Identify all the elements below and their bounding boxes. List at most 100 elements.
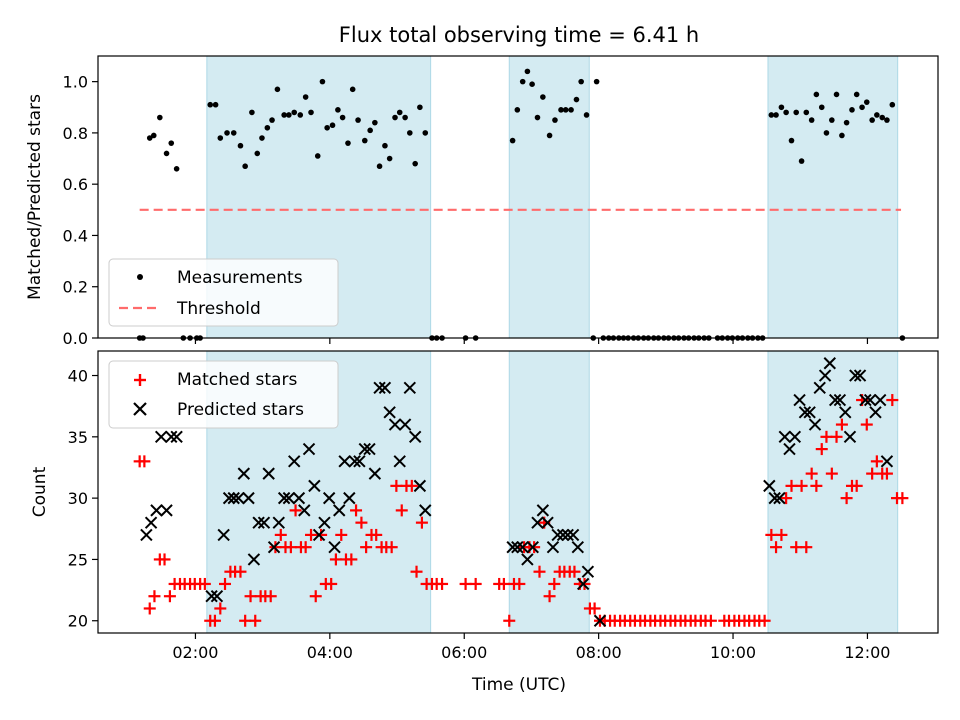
measurement-point (173, 166, 180, 172)
matched-point (143, 602, 156, 615)
measurement-point (146, 135, 153, 141)
measurement-point (339, 114, 346, 121)
matched-point (329, 553, 342, 566)
measurement-point (879, 114, 886, 121)
predicted-point (292, 491, 306, 505)
matched-point (810, 479, 823, 492)
matched-point (880, 467, 893, 480)
matched-point (835, 418, 848, 431)
predicted-point (403, 381, 417, 394)
matched-point (588, 602, 601, 615)
measurement-point (783, 109, 789, 116)
matched-point (770, 541, 783, 554)
measurement-point (412, 160, 418, 167)
measurement-point (552, 117, 558, 123)
measurement-point (224, 130, 230, 136)
matched-point (410, 565, 423, 578)
predicted-point (880, 455, 894, 468)
observing-band-2 (767, 350, 899, 634)
predicted-point (398, 418, 412, 431)
matched-point (234, 565, 247, 578)
matched-point (795, 479, 808, 492)
predicted-point (798, 406, 812, 419)
predicted-point (242, 491, 255, 505)
predicted-point (408, 430, 422, 444)
observing-band-2 (767, 55, 899, 339)
measurement-point (593, 78, 600, 85)
matched-point (850, 479, 863, 492)
count-panel: 20 25 30 35 40 02:00 04:00 06:00 08:00 10:00 12:0… (30, 350, 939, 695)
predicted-point (282, 491, 296, 505)
predicted-point (843, 430, 857, 444)
x-tick-label: 10:00 (710, 643, 756, 662)
predicted-point (541, 516, 554, 529)
observing-band-1 (508, 350, 590, 634)
measurement-point (768, 112, 775, 118)
measurement-point (534, 114, 541, 121)
measurement-point (818, 104, 825, 111)
measurement-point (376, 163, 383, 170)
matched-point (284, 541, 297, 554)
matched-point (264, 590, 277, 603)
measurement-point (793, 109, 800, 116)
measurement-point (417, 104, 423, 111)
matched-point (249, 614, 262, 627)
predicted-point (205, 590, 218, 603)
measurement-point (514, 107, 521, 113)
measurement-point (163, 150, 170, 157)
predicted-point (393, 455, 406, 468)
measurement-point (788, 137, 795, 144)
matched-point (497, 577, 510, 590)
matched-point (315, 528, 328, 541)
measurement-point (382, 142, 388, 149)
predicted-point (227, 491, 240, 505)
matched-point (775, 528, 788, 541)
predicted-point (853, 369, 867, 382)
matched-point (820, 430, 833, 443)
count-panel-frame (97, 350, 939, 634)
count-y-ticks: 20 25 30 35 40 (68, 367, 98, 631)
predicted-point (869, 406, 882, 419)
predicted-point (383, 406, 396, 419)
predicted-point (348, 455, 361, 468)
legend-matched-label: Matched stars (177, 370, 297, 390)
predicted-point (561, 528, 574, 542)
measurement-point (859, 104, 865, 111)
predicted-point (788, 430, 802, 444)
predicted-point (511, 540, 524, 554)
legend-predicted-label: Predicted stars (177, 400, 304, 420)
measurement-point (823, 130, 830, 136)
predicted-point (302, 442, 316, 456)
matched-point (289, 504, 302, 517)
predicted-point (526, 540, 539, 554)
matched-point (208, 614, 221, 627)
y-tick-label: 1.0 (63, 73, 88, 92)
matched-point (355, 516, 368, 529)
predicted-point (257, 516, 271, 529)
predicted-point (252, 516, 265, 529)
y-tick-label: 0.2 (63, 278, 88, 297)
predicted-point (546, 540, 560, 554)
ratio-panel: 0.0 0.2 0.4 0.6 0.8 1.0 Matched/Predicted sta… (25, 55, 939, 348)
x-tick-label: 12:00 (844, 643, 890, 662)
y-tick-label: 20 (68, 612, 88, 631)
measurement-point (345, 140, 351, 146)
predicted-point (566, 528, 580, 542)
predicted-point (556, 528, 570, 542)
predicted-point (828, 393, 842, 407)
measurement-point (286, 112, 292, 118)
matched-point (548, 577, 561, 590)
predicted-point (849, 369, 862, 382)
measurement-point (281, 112, 287, 118)
matched-point (299, 541, 312, 554)
measurement-point (509, 137, 516, 144)
predicted-point (413, 479, 427, 493)
predicted-point (312, 528, 326, 542)
ratio-panel-frame (97, 55, 939, 339)
matched-point (415, 516, 428, 529)
y-tick-label: 0.4 (63, 226, 88, 245)
measurement-point (422, 130, 429, 136)
predicted-point (363, 442, 376, 456)
measurement-point (829, 117, 835, 123)
